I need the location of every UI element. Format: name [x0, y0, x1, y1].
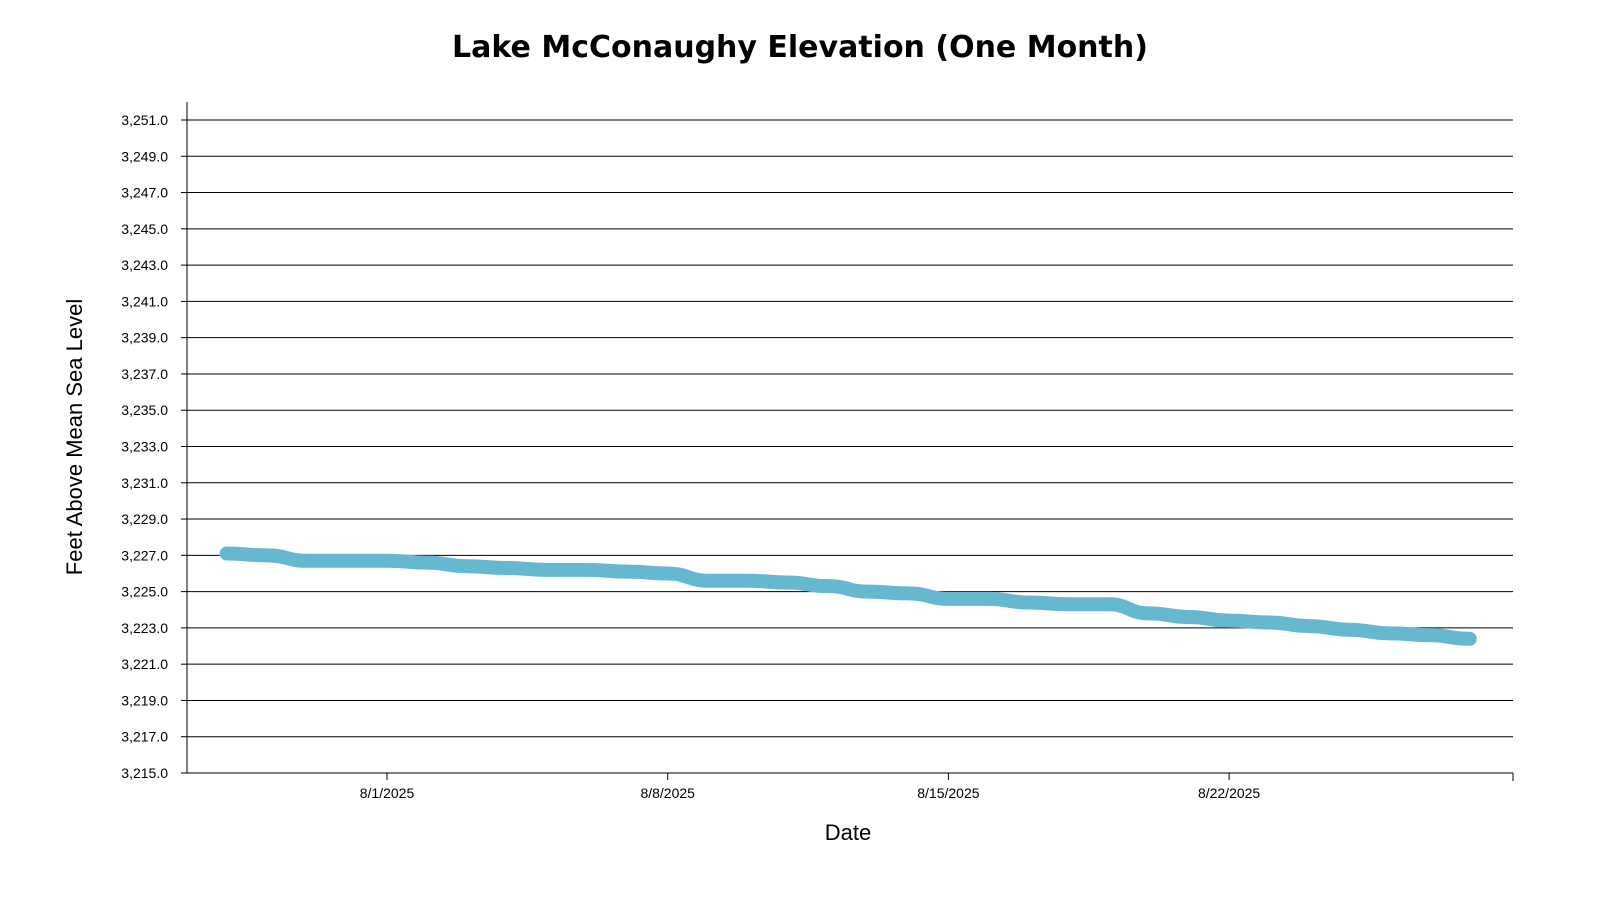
x-tick-label: 8/8/2025	[640, 785, 695, 801]
data-point	[587, 569, 588, 570]
data-point	[427, 562, 428, 563]
x-tick-label: 8/15/2025	[917, 785, 979, 801]
y-tick-label: 3,219.0	[121, 692, 168, 708]
data-point	[266, 555, 267, 556]
grid-lines	[187, 119, 1513, 774]
data-point	[226, 553, 227, 554]
y-tick-label: 3,235.0	[121, 402, 168, 418]
data-point	[1469, 638, 1470, 639]
data-point	[387, 560, 388, 561]
y-tick-label: 3,215.0	[121, 765, 168, 781]
y-tick-label: 3,245.0	[121, 221, 168, 237]
y-tick-label: 3,249.0	[121, 148, 168, 164]
data-point	[788, 582, 789, 583]
data-point	[948, 598, 949, 599]
data-point	[1229, 620, 1230, 621]
x-tick-label: 8/22/2025	[1198, 785, 1260, 801]
x-axis-label: Date	[825, 820, 871, 845]
data-point	[507, 568, 508, 569]
data-point	[1429, 635, 1430, 636]
y-tick-label: 3,243.0	[121, 257, 168, 273]
data-point	[747, 580, 748, 581]
data-point	[346, 560, 347, 561]
y-tick-label: 3,239.0	[121, 330, 168, 346]
data-point	[1389, 633, 1390, 634]
y-tick-label: 3,217.0	[121, 729, 168, 745]
data-point	[1309, 626, 1310, 627]
data-point	[1108, 604, 1109, 605]
y-axis-label: Feet Above Mean Sea Level	[62, 299, 87, 575]
data-point	[1349, 629, 1350, 630]
data-point	[868, 591, 869, 592]
y-tick-label: 3,247.0	[121, 185, 168, 201]
y-tick-label: 3,223.0	[121, 620, 168, 636]
x-axis: 8/1/2025 8/8/2025 8/15/2025 8/22/2025	[187, 772, 1514, 801]
data-point	[547, 569, 548, 570]
data-point	[988, 598, 989, 599]
y-tick-label: 3,237.0	[121, 366, 168, 382]
series-line	[219, 546, 1477, 646]
data-point	[1189, 617, 1190, 618]
y-tick-label: 3,227.0	[121, 547, 168, 563]
x-tick-label: 8/1/2025	[360, 785, 415, 801]
data-point	[1269, 622, 1270, 623]
y-tick-label: 3,251.0	[121, 112, 168, 128]
data-point	[467, 566, 468, 567]
y-tick-label: 3,241.0	[121, 293, 168, 309]
y-axis: 3,215.0 3,217.0 3,219.0 3,221.0 3,223.0 3,225…	[121, 102, 188, 781]
data-point	[828, 586, 829, 587]
data-point	[306, 560, 307, 561]
data-point	[627, 571, 628, 572]
data-point	[908, 593, 909, 594]
y-tick-label: 3,221.0	[121, 656, 168, 672]
data-point	[667, 573, 668, 574]
y-tick-label: 3,229.0	[121, 511, 168, 527]
y-tick-label: 3,233.0	[121, 439, 168, 455]
y-tick-label: 3,231.0	[121, 475, 168, 491]
y-tick-label: 3,225.0	[121, 584, 168, 600]
data-point	[1028, 602, 1029, 603]
data-point	[1068, 604, 1069, 605]
chart-title: Lake McConaughy Elevation (One Month)	[452, 30, 1148, 65]
data-point	[707, 580, 708, 581]
series-group	[219, 546, 1477, 646]
data-point	[1148, 613, 1149, 614]
